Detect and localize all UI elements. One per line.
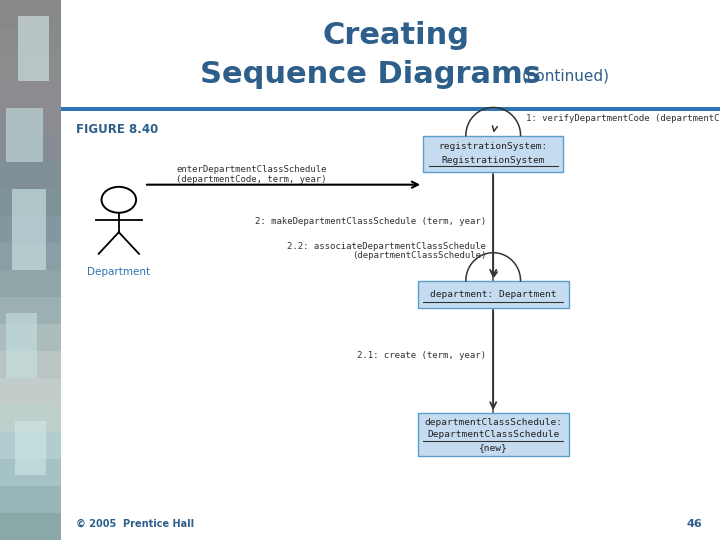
Text: department: Department: department: Department [430,290,557,299]
Bar [6,313,37,378]
Text: 2: makeDepartmentClassSchedule (term, year): 2: makeDepartmentClassSchedule (term, ye… [255,217,486,226]
Text: © 2005  Prentice Hall: © 2005 Prentice Hall [76,519,194,529]
Text: Creating: Creating [323,21,469,50]
Bar [0,189,61,216]
FancyBboxPatch shape [423,136,563,172]
Text: {new}: {new} [479,443,508,452]
Text: (departmentCode, term, year): (departmentCode, term, year) [176,175,327,184]
Bar [19,16,49,81]
Bar [0,54,61,81]
Bar [6,108,43,162]
Text: enterDepartmentClassSchedule: enterDepartmentClassSchedule [176,165,327,174]
FancyBboxPatch shape [418,413,569,456]
Text: 2.1: create (term, year): 2.1: create (term, year) [357,350,486,360]
Bar [0,243,61,270]
Bar [0,351,61,378]
Bar [0,135,61,162]
Text: RegistrationSystem: RegistrationSystem [441,157,545,165]
Bar [15,421,46,475]
Text: (departmentClassSchedule): (departmentClassSchedule) [351,251,486,260]
Text: Sequence Diagrams: Sequence Diagrams [200,60,541,89]
Text: 2.2: associateDepartmentClassSchedule: 2.2: associateDepartmentClassSchedule [287,242,486,251]
Text: 1: verifyDepartmentCode (departmentCode): 1: verifyDepartmentCode (departmentCode) [526,114,720,123]
Bar [0,513,61,540]
Bar [0,378,61,405]
Text: departmentClassSchedule:: departmentClassSchedule: [424,418,562,427]
Text: registrationSystem:: registrationSystem: [438,143,548,151]
Bar [0,324,61,351]
Bar [0,270,61,297]
Bar [0,27,61,54]
Bar [0,486,61,513]
Bar [61,107,720,111]
Text: FIGURE 8.40: FIGURE 8.40 [76,123,158,136]
Bar [61,0,720,108]
Text: Department: Department [87,267,150,278]
Text: (continued): (continued) [522,68,610,83]
Bar [0,108,61,135]
Bar [0,81,61,108]
FancyBboxPatch shape [418,281,569,308]
Text: DepartmentClassSchedule: DepartmentClassSchedule [427,430,559,439]
Bar [0,432,61,459]
Bar [0,297,61,324]
Bar [12,189,46,270]
Bar [0,216,61,243]
Bar [0,162,61,189]
Text: 46: 46 [686,519,702,529]
Bar [61,111,720,540]
Bar [0,0,61,27]
Bar [0,405,61,432]
Bar [0,459,61,486]
